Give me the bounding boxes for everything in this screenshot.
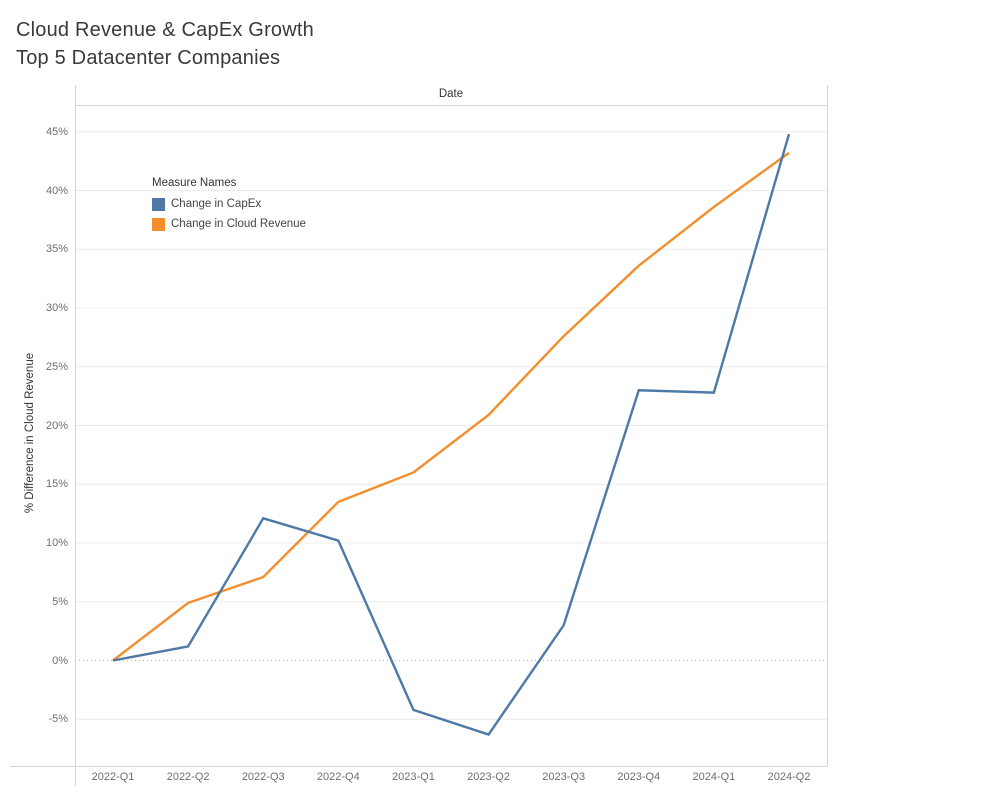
legend-title: Measure Names	[152, 177, 237, 189]
x-tick-label: 2022-Q2	[166, 771, 210, 783]
chart-title-line1: Cloud Revenue & CapEx Growth	[16, 19, 314, 41]
legend-swatch-icon	[152, 197, 165, 211]
y-tick-label: 15%	[45, 478, 68, 491]
series-line-change-in-capex[interactable]	[112, 133, 791, 736]
x-tick-label: 2024-Q2	[767, 771, 811, 783]
legend-item-label: Change in Cloud Revenue	[171, 218, 306, 230]
legend-items: Change in CapEx Change in Cloud Revenue	[152, 194, 306, 234]
series-line-change-in-cloud-revenue[interactable]	[112, 151, 790, 662]
legend-swatch-icon	[152, 217, 165, 231]
y-tick-label: 0%	[52, 654, 68, 667]
legend-item-change-in-capex[interactable]: Change in CapEx	[152, 194, 306, 214]
y-tick-label: -5%	[48, 713, 68, 726]
y-tick-label: 35%	[45, 243, 68, 256]
x-tick-label: 2024-Q1	[692, 771, 736, 783]
x-tick-label: 2022-Q1	[91, 771, 135, 783]
y-tick-label: 45%	[45, 125, 68, 138]
legend-item-label: Change in CapEx	[171, 198, 262, 210]
y-tick-label: 25%	[45, 360, 68, 373]
x-tick-label: 2023-Q4	[617, 771, 661, 783]
y-tick-label: 20%	[45, 419, 68, 432]
x-tick-label: 2023-Q1	[392, 771, 435, 783]
y-tick-label: 5%	[52, 595, 68, 608]
legend-item-change-in-cloud-revenue[interactable]: Change in Cloud Revenue	[152, 214, 306, 234]
y-tick-label: 40%	[45, 184, 68, 197]
x-tick-label: 2022-Q3	[241, 771, 285, 783]
x-axis-header: Date	[438, 88, 464, 100]
x-tick-label: 2023-Q3	[542, 771, 586, 783]
legend: Measure Names Change in CapEx Change in C…	[152, 177, 306, 234]
chart-title: Cloud Revenue & CapEx Growth Top 5 Datac…	[16, 16, 314, 72]
y-tick-label: 10%	[45, 537, 68, 549]
x-tick-label: 2022-Q4	[316, 771, 360, 783]
chart-title-line2: Top 5 Datacenter Companies	[16, 47, 281, 69]
y-tick-label: 30%	[45, 302, 68, 314]
x-tick-label: 2023-Q2	[467, 771, 510, 783]
